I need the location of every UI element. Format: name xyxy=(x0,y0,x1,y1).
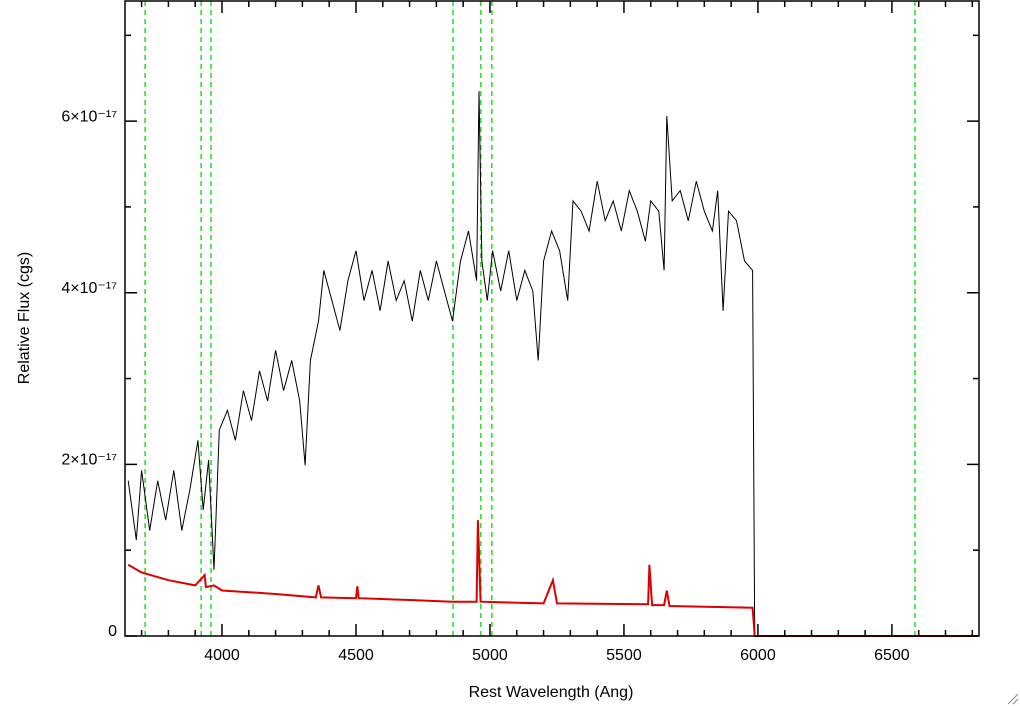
x-tick-label: 6500 xyxy=(874,647,910,664)
y-axis-label: Relative Flux (cgs) xyxy=(16,252,33,384)
y-tick-label: 0 xyxy=(108,623,117,640)
x-tick-label: 6000 xyxy=(740,647,776,664)
y-tick-label: 6×10⁻¹⁷ xyxy=(61,108,117,125)
y-tick-label: 4×10⁻¹⁷ xyxy=(61,280,117,297)
resize-grip xyxy=(1007,693,1019,705)
x-tick-label: 4500 xyxy=(338,647,374,664)
plot-frame xyxy=(124,0,980,637)
x-axis-label: Rest Wavelength (Ang) xyxy=(469,684,634,701)
x-tick-label: 4000 xyxy=(204,647,240,664)
x-tick-label: 5000 xyxy=(472,647,508,664)
spectrum-line xyxy=(127,520,979,637)
x-tick-label: 5500 xyxy=(606,647,642,664)
spectrum-line xyxy=(127,91,979,637)
y-tick-label: 2×10⁻¹⁷ xyxy=(61,452,117,469)
